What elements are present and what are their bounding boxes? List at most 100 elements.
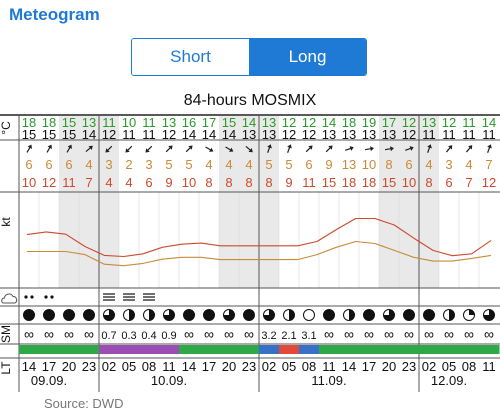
temp-max-value: 12	[442, 115, 456, 130]
wind-speed-value: 6	[405, 157, 412, 172]
temp-max-value: 15	[222, 115, 236, 130]
wind-direction-icon	[105, 145, 113, 153]
sunshine-indicator	[469, 309, 475, 315]
gust-speed-value: 11	[302, 175, 316, 190]
temp-max-value: 13	[422, 115, 436, 130]
precip-bar-segment	[339, 345, 360, 354]
precip-amount-value: ∞	[424, 326, 434, 342]
wind-speed-value: 6	[305, 157, 312, 172]
precip-amount-value: ∞	[64, 326, 74, 342]
wind-direction-icon	[465, 145, 473, 153]
sunshine-indicator	[403, 309, 415, 321]
wind-direction-icon	[325, 145, 333, 153]
wind-direction-icon	[245, 145, 253, 153]
hour-label: 14	[342, 359, 356, 374]
precip-bar-segment	[239, 345, 260, 354]
temp-min-value: 12	[402, 127, 416, 142]
range-toggle[interactable]: Short Long	[131, 38, 367, 76]
temp-min-value: 11	[122, 127, 136, 142]
gust-speed-value: 10	[22, 175, 36, 190]
precip-bar-segment	[219, 345, 240, 354]
hour-label: 17	[362, 359, 376, 374]
drizzle-icon	[30, 295, 34, 299]
gust-speed-value: 8	[265, 175, 272, 190]
precip-amount-value: 0.7	[101, 330, 116, 342]
gust-speed-value: 9	[165, 175, 172, 190]
precip-bar-segment	[179, 345, 200, 354]
sunshine-indicator	[163, 309, 175, 321]
hour-label: 05	[442, 359, 456, 374]
precip-bar-segment	[39, 345, 60, 354]
temp-max-value: 12	[402, 115, 416, 130]
gust-speed-value: 15	[382, 175, 396, 190]
temp-min-value: 11	[422, 127, 436, 142]
temp-min-value: 12	[282, 127, 296, 142]
wind-direction-icon	[384, 146, 394, 152]
wind-direction-icon	[364, 146, 374, 152]
temp-max-value: 14	[322, 115, 336, 130]
wind-speed-value: 4	[85, 157, 92, 172]
precip-amount-value: ∞	[44, 326, 54, 342]
precip-bar-segment	[479, 345, 500, 354]
night-shade	[79, 116, 99, 288]
night-shade	[399, 116, 419, 288]
wind-direction-icon	[427, 144, 432, 153]
hour-label: 02	[102, 359, 116, 374]
gust-speed-value: 4	[105, 175, 112, 190]
precip-bar-segment	[279, 345, 300, 354]
hour-label: 11	[162, 359, 176, 374]
gust-speed-value: 4	[125, 175, 132, 190]
night-shade	[59, 116, 79, 288]
wind-unit-label: kt	[0, 217, 13, 227]
sunshine-indicator	[449, 309, 455, 321]
temp-min-value: 15	[22, 127, 36, 142]
wind-speed-value: 6	[25, 157, 32, 172]
precip-amount-value: 0.9	[161, 330, 176, 342]
hour-label: 02	[262, 359, 276, 374]
wind-speed-value: 4	[465, 157, 472, 172]
temp-min-value: 13	[242, 127, 256, 142]
gust-speed-value: 9	[285, 175, 292, 190]
precip-bar-segment	[439, 345, 460, 354]
gust-speed-value: 10	[402, 175, 416, 190]
sunshine-indicator	[23, 309, 35, 321]
gust-speed-value: 12	[482, 175, 496, 190]
toggle-short-button[interactable]: Short	[132, 39, 249, 75]
date-label: 10.09.	[151, 373, 187, 388]
precip-amount-value: 0.3	[121, 330, 136, 342]
gust-speed-value: 7	[85, 175, 92, 190]
wind-direction-icon	[66, 144, 72, 153]
gust-speed-value: 12	[42, 175, 56, 190]
temp-max-value: 10	[122, 115, 136, 130]
temp-min-value: 14	[82, 127, 96, 142]
wind-direction-icon	[287, 144, 292, 153]
sunshine-label: SM	[0, 325, 13, 343]
gust-speed-value: 8	[245, 175, 252, 190]
precip-bar-segment	[119, 345, 140, 354]
temp-max-value: 17	[202, 115, 216, 130]
precip-bar-segment	[159, 345, 180, 354]
hour-label: 02	[422, 359, 436, 374]
wind-speed-value: 4	[225, 157, 232, 172]
drizzle-icon	[50, 295, 54, 299]
wind-direction-icon	[125, 145, 133, 153]
precip-bar-segment	[259, 345, 280, 354]
wind-speed-value: 8	[385, 157, 392, 172]
toggle-long-button[interactable]: Long	[249, 39, 366, 75]
temp-max-value: 11	[462, 115, 476, 130]
sunshine-indicator	[363, 309, 375, 321]
hour-label: 05	[282, 359, 296, 374]
date-label: 11.09.	[311, 373, 346, 388]
wind-speed-value: 2	[125, 157, 132, 172]
sunshine-indicator	[383, 309, 395, 321]
gust-speed-value: 8	[225, 175, 232, 190]
wind-speed-value: 3	[145, 157, 152, 172]
precip-amount-value: ∞	[404, 326, 414, 342]
temp-max-value: 18	[342, 115, 356, 130]
precip-bar-segment	[399, 345, 420, 354]
precip-amount-value: ∞	[444, 326, 454, 342]
sunshine-indicator	[83, 309, 95, 321]
wind-speed-value: 7	[485, 157, 492, 172]
wind-speed-value: 4	[425, 157, 432, 172]
wind-direction-icon	[305, 145, 313, 153]
